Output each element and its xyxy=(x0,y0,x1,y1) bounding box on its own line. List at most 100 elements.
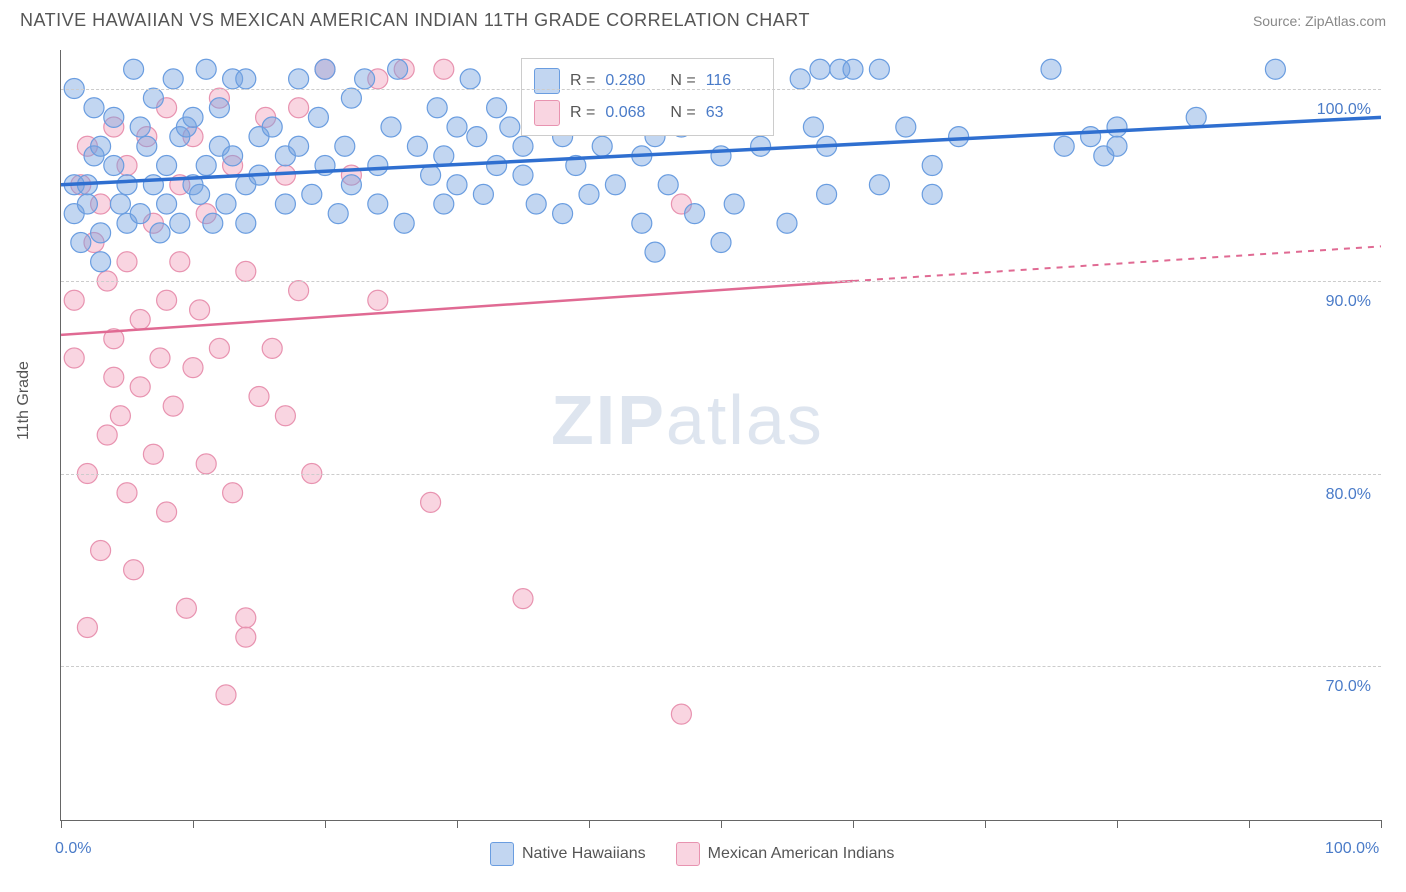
scatter-point xyxy=(91,541,111,561)
scatter-point xyxy=(77,194,97,214)
n-label: N = xyxy=(670,104,695,122)
scatter-point xyxy=(500,117,520,137)
legend-item: Native Hawaiians xyxy=(490,842,646,866)
scatter-point xyxy=(869,59,889,79)
scatter-point xyxy=(724,194,744,214)
scatter-point xyxy=(341,175,361,195)
scatter-point xyxy=(605,175,625,195)
scatter-point xyxy=(223,146,243,166)
scatter-point xyxy=(183,358,203,378)
chart-title: NATIVE HAWAIIAN VS MEXICAN AMERICAN INDI… xyxy=(20,10,810,31)
scatter-point xyxy=(447,175,467,195)
scatter-point xyxy=(487,156,507,176)
scatter-point xyxy=(77,618,97,638)
gridline xyxy=(61,281,1381,282)
scatter-point xyxy=(196,156,216,176)
scatter-point xyxy=(381,117,401,137)
scatter-point xyxy=(922,156,942,176)
x-tick xyxy=(61,820,62,828)
scatter-point xyxy=(388,59,408,79)
x-tick xyxy=(193,820,194,828)
scatter-point xyxy=(84,98,104,118)
scatter-point xyxy=(421,165,441,185)
scatter-point xyxy=(130,310,150,330)
scatter-point xyxy=(460,69,480,89)
scatter-point xyxy=(579,184,599,204)
scatter-point xyxy=(143,444,163,464)
x-tick xyxy=(985,820,986,828)
scatter-point xyxy=(91,252,111,272)
scatter-point xyxy=(150,223,170,243)
scatter-point xyxy=(328,204,348,224)
scatter-point xyxy=(335,136,355,156)
n-value: 116 xyxy=(706,72,761,90)
scatter-point xyxy=(216,194,236,214)
legend-swatch xyxy=(676,842,700,866)
scatter-point xyxy=(110,194,130,214)
scatter-point xyxy=(685,204,705,224)
scatter-point xyxy=(64,348,84,368)
scatter-point xyxy=(137,136,157,156)
scatter-point xyxy=(209,98,229,118)
scatter-point xyxy=(130,204,150,224)
regression-line xyxy=(61,281,853,335)
scatter-point xyxy=(869,175,889,195)
scatter-point xyxy=(434,59,454,79)
legend-swatch xyxy=(534,100,560,126)
scatter-point xyxy=(467,127,487,147)
scatter-point xyxy=(810,59,830,79)
scatter-point xyxy=(671,704,691,724)
x-tick-label: 100.0% xyxy=(1325,840,1379,858)
scatter-point xyxy=(117,252,137,272)
y-tick-label: 90.0% xyxy=(1326,293,1371,311)
y-tick-label: 80.0% xyxy=(1326,486,1371,504)
scatter-point xyxy=(104,107,124,127)
legend-label: Native Hawaiians xyxy=(522,845,646,863)
scatter-point xyxy=(289,136,309,156)
scatter-point xyxy=(104,367,124,387)
scatter-point xyxy=(1041,59,1061,79)
scatter-point xyxy=(308,107,328,127)
r-label: R = xyxy=(570,104,595,122)
scatter-point xyxy=(949,127,969,147)
x-tick xyxy=(589,820,590,828)
scatter-point xyxy=(236,69,256,89)
x-tick xyxy=(1381,820,1382,828)
scatter-point xyxy=(190,184,210,204)
scatter-point xyxy=(632,213,652,233)
scatter-point xyxy=(236,627,256,647)
scatter-point xyxy=(190,300,210,320)
scatter-point xyxy=(143,175,163,195)
scatter-point xyxy=(368,290,388,310)
r-value: 0.280 xyxy=(605,72,660,90)
scatter-point xyxy=(513,136,533,156)
scatter-point xyxy=(355,69,375,89)
scatter-point xyxy=(803,117,823,137)
scatter-point xyxy=(1107,136,1127,156)
scatter-point xyxy=(163,69,183,89)
source-label: Source: ZipAtlas.com xyxy=(1253,13,1386,29)
scatter-point xyxy=(203,213,223,233)
gridline xyxy=(61,89,1381,90)
scatter-point xyxy=(64,290,84,310)
scatter-point xyxy=(368,156,388,176)
x-tick xyxy=(1117,820,1118,828)
scatter-point xyxy=(421,492,441,512)
x-tick xyxy=(721,820,722,828)
legend-item: Mexican American Indians xyxy=(676,842,895,866)
scatter-point xyxy=(157,156,177,176)
scatter-point xyxy=(157,502,177,522)
scatter-point xyxy=(249,387,269,407)
scatter-point xyxy=(117,175,137,195)
scatter-point xyxy=(91,223,111,243)
scatter-point xyxy=(473,184,493,204)
scatter-point xyxy=(513,165,533,185)
r-value: 0.068 xyxy=(605,104,660,122)
scatter-point xyxy=(157,290,177,310)
stats-legend: R =0.280N =116R =0.068N =63 xyxy=(521,58,774,136)
scatter-point xyxy=(209,338,229,358)
legend-swatch xyxy=(534,68,560,94)
scatter-point xyxy=(170,252,190,272)
x-tick xyxy=(853,820,854,828)
scatter-point xyxy=(157,194,177,214)
